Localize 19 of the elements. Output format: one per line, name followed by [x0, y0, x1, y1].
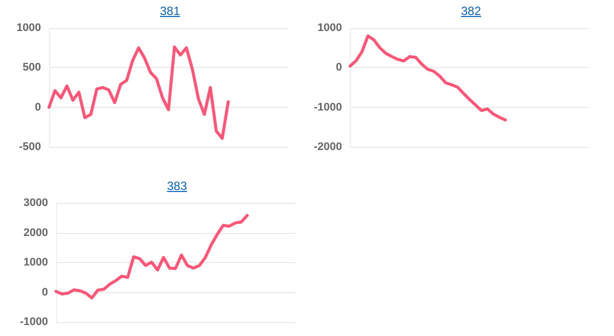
- line-series: [348, 34, 507, 122]
- chart-title: 381: [158, 4, 182, 18]
- line-series: [54, 214, 249, 300]
- y-tick-label: 1000: [318, 22, 342, 34]
- y-tick-label: 1000: [24, 256, 48, 268]
- y-tick-label: 0: [336, 62, 342, 74]
- y-tick-label: 3000: [24, 197, 48, 209]
- y-tick-label: 500: [22, 62, 41, 74]
- y-tick-label: 2000: [24, 226, 48, 239]
- y-tick-label: -500: [18, 141, 41, 153]
- line-series: [48, 46, 230, 140]
- y-tick-label: -2000: [314, 141, 342, 153]
- chart-title: 383: [166, 179, 188, 193]
- chart-title: 382: [460, 4, 482, 18]
- y-tick-label: 1000: [16, 22, 41, 34]
- y-tick-label: 0: [34, 101, 41, 114]
- y-tick-label: -1000: [20, 316, 48, 328]
- y-tick-label: -1000: [314, 101, 342, 114]
- y-tick-label: 0: [42, 286, 48, 298]
